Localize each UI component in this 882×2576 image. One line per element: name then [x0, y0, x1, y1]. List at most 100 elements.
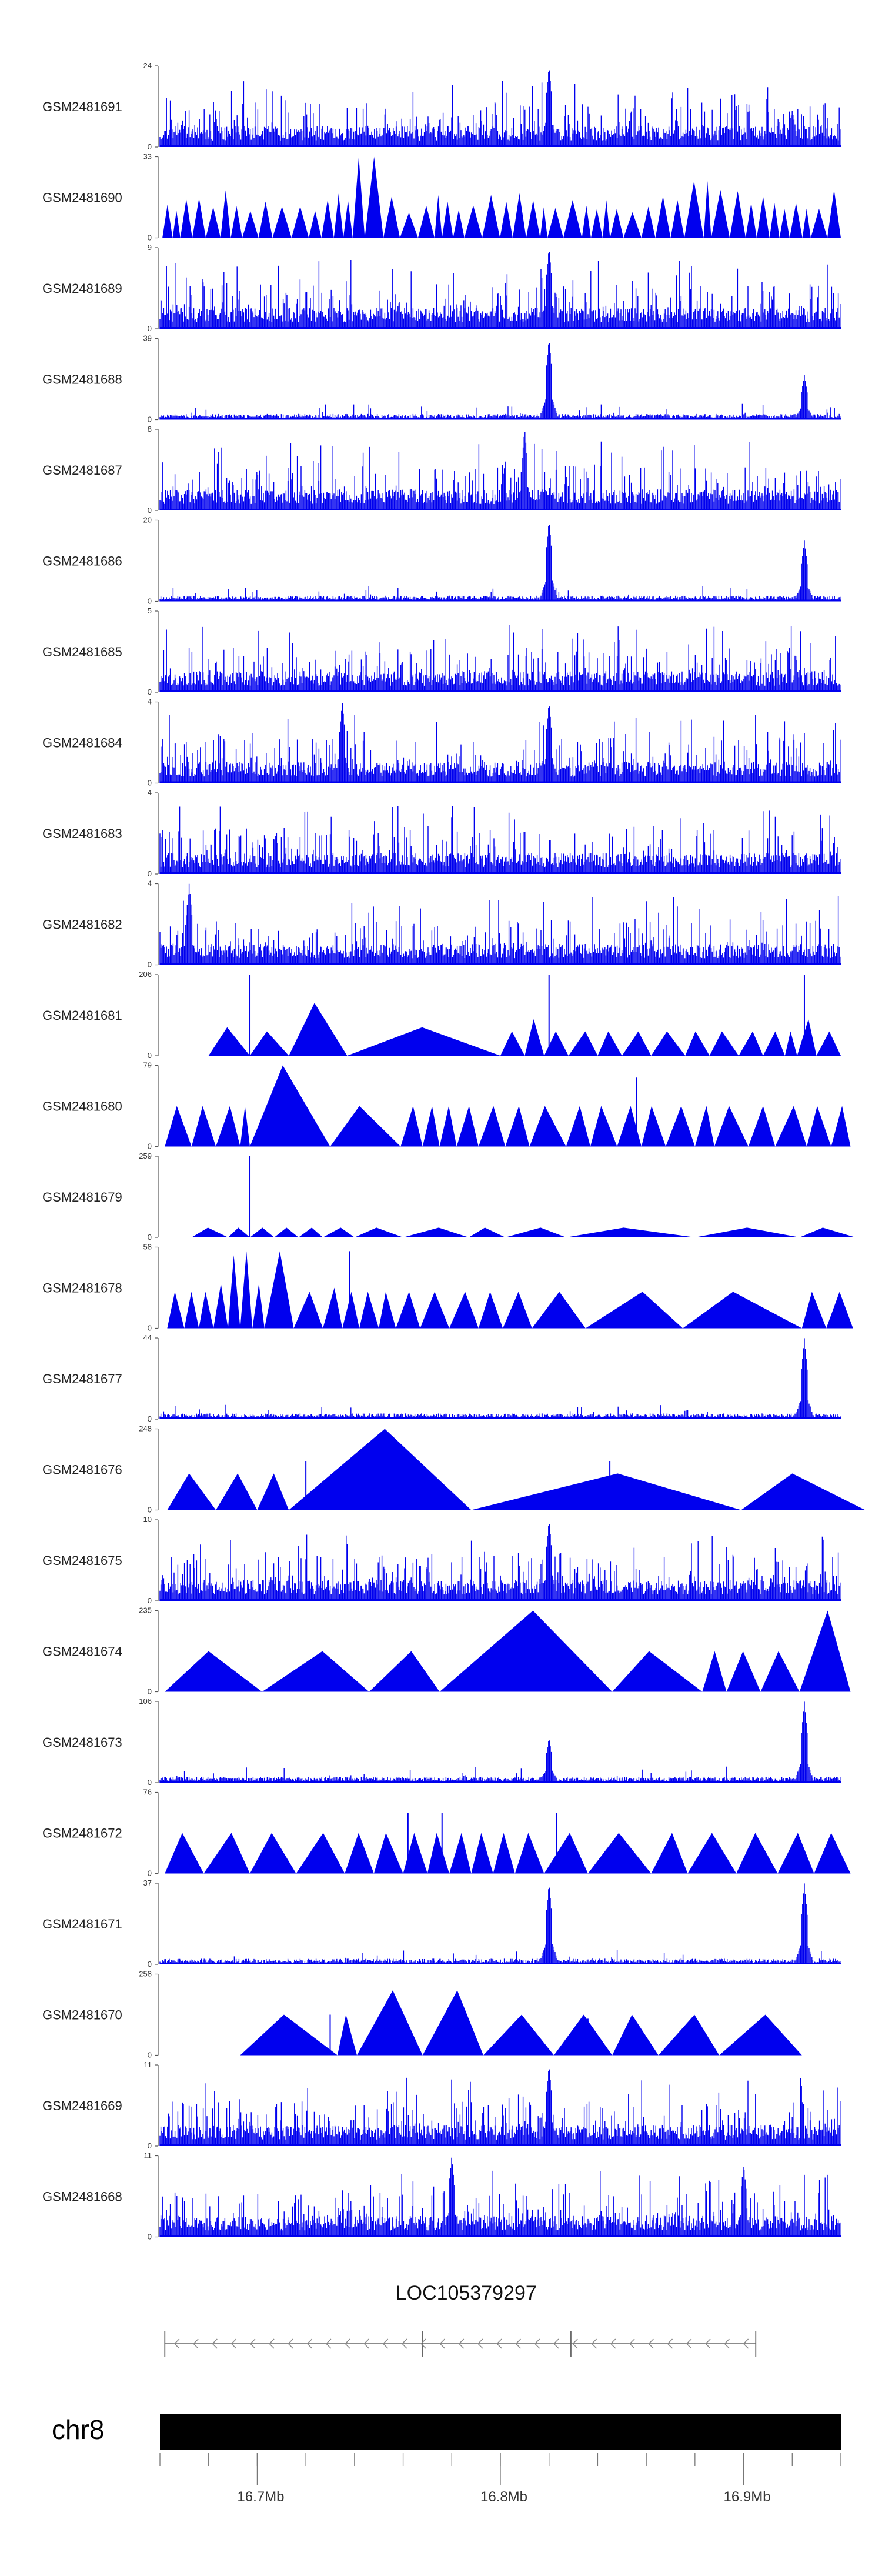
signal-triangle	[323, 1287, 343, 1329]
signal-triangle	[500, 202, 513, 238]
signal-triangle	[736, 1833, 778, 1874]
signal-triangle	[777, 1833, 814, 1874]
signal-triangles	[167, 1429, 866, 1510]
signal-triangle	[756, 196, 770, 238]
signal-triangle	[597, 1031, 622, 1056]
major-tick-label: 16.9Mb	[724, 2489, 771, 2505]
track-label: GSM2481684	[42, 736, 122, 750]
strand-arrow	[477, 2338, 483, 2349]
signal-triangle	[471, 1473, 741, 1510]
signal-triangle	[435, 195, 442, 238]
gene-track: LOC105379297	[164, 2282, 757, 2357]
y-axis-max-label: 4	[148, 698, 152, 706]
y-axis-max-label: 248	[139, 1424, 152, 1433]
signal-triangle	[422, 1990, 483, 2056]
strand-arrow	[306, 2338, 313, 2349]
signal-triangle	[658, 2014, 720, 2056]
signal-triangle	[342, 1292, 360, 1329]
strand-arrow	[534, 2338, 540, 2349]
track-label: GSM2481680	[42, 1099, 122, 1114]
track-label: GSM2481690	[42, 191, 122, 205]
y-axis-zero-label: 0	[148, 324, 152, 333]
signal-triangle	[449, 1833, 472, 1874]
y-axis-max-label: 8	[148, 425, 152, 433]
signal-triangle	[262, 1651, 369, 1692]
signal-triangle	[309, 211, 322, 238]
strand-arrow	[420, 2338, 426, 2349]
signal-triangle	[694, 1106, 714, 1147]
signal-triangle	[651, 1031, 686, 1056]
track-label: GSM2481679	[42, 1190, 122, 1204]
strand-arrow	[212, 2338, 218, 2349]
y-axis-zero-label: 0	[148, 1051, 152, 1060]
signal-triangle	[769, 203, 780, 238]
signal-triangle	[512, 193, 526, 238]
y-axis-max-label: 10	[143, 1515, 152, 1524]
signal-baseline	[160, 690, 841, 692]
signal-triangle	[293, 1292, 323, 1329]
signal-triangle	[274, 1227, 299, 1237]
signal-triangle	[333, 193, 343, 238]
signal-triangle	[203, 1833, 250, 1874]
signal-triangle	[802, 208, 811, 238]
signal-baseline	[160, 781, 841, 783]
signal-triangle	[784, 1031, 797, 1056]
signal-triangle	[730, 191, 746, 238]
signal-triangle	[337, 2014, 357, 2056]
y-axis-zero-label: 0	[148, 415, 152, 424]
signal-triangle	[582, 205, 591, 238]
signal-baseline	[160, 145, 841, 147]
signal-triangle	[252, 1283, 265, 1329]
track-label: GSM2481681	[42, 1008, 122, 1023]
signal-triangle	[230, 206, 242, 238]
track-label: GSM2481671	[42, 1917, 122, 1931]
signal-triangle	[760, 1651, 800, 1692]
signal-triangle	[763, 1031, 785, 1056]
signal-bars	[159, 2069, 841, 2146]
y-axis-max-label: 20	[143, 516, 152, 525]
signal-triangles	[165, 1833, 851, 1874]
signal-triangle	[544, 1833, 588, 1874]
signal-triangle	[464, 205, 482, 238]
signal-triangle	[471, 1833, 493, 1874]
strand-arrow	[288, 2338, 293, 2349]
track-label: GSM2481675	[42, 1553, 122, 1568]
signal-triangle	[167, 1473, 216, 1510]
signal-triangle	[711, 189, 730, 238]
y-axis-max-label: 11	[144, 2151, 152, 2160]
signal-triangle	[807, 1106, 831, 1147]
signal-triangle	[400, 1106, 423, 1147]
signal-baseline	[160, 418, 841, 420]
signal-triangle	[369, 1651, 440, 1692]
signal-triangle	[289, 1003, 348, 1056]
signal-triangle	[779, 209, 790, 238]
signal-triangle	[420, 1292, 450, 1329]
track-GSM2481678: GSM2481678 58 0	[42, 1243, 853, 1333]
y-axis-max-label: 33	[143, 152, 152, 161]
strand-arrow	[325, 2338, 332, 2349]
signal-triangle	[505, 1106, 530, 1147]
y-axis-max-label: 58	[143, 1243, 152, 1252]
signal-triangle	[683, 1292, 802, 1329]
signal-triangle	[422, 1106, 440, 1147]
signal-triangle	[641, 206, 656, 238]
track-GSM2481681: GSM2481681 206 0	[42, 970, 841, 1060]
track-label: GSM2481687	[42, 463, 122, 478]
signal-triangle	[298, 1227, 323, 1237]
y-axis-max-label: 235	[139, 1606, 152, 1615]
signal-triangle	[514, 1833, 544, 1874]
signal-triangle	[799, 1227, 856, 1237]
track-label: GSM2481674	[42, 1644, 122, 1659]
signal-triangle	[216, 1106, 240, 1147]
signal-triangle	[250, 1833, 296, 1874]
signal-triangle	[427, 1833, 450, 1874]
track-label: GSM2481678	[42, 1281, 122, 1296]
signal-triangle	[199, 1292, 213, 1329]
signal-bars	[159, 2157, 841, 2237]
signal-triangle	[478, 1106, 506, 1147]
signal-triangle	[748, 1106, 776, 1147]
signal-triangle	[566, 1227, 695, 1237]
signal-bars	[159, 703, 841, 783]
signal-triangle	[610, 209, 624, 238]
signal-triangle	[623, 212, 642, 238]
